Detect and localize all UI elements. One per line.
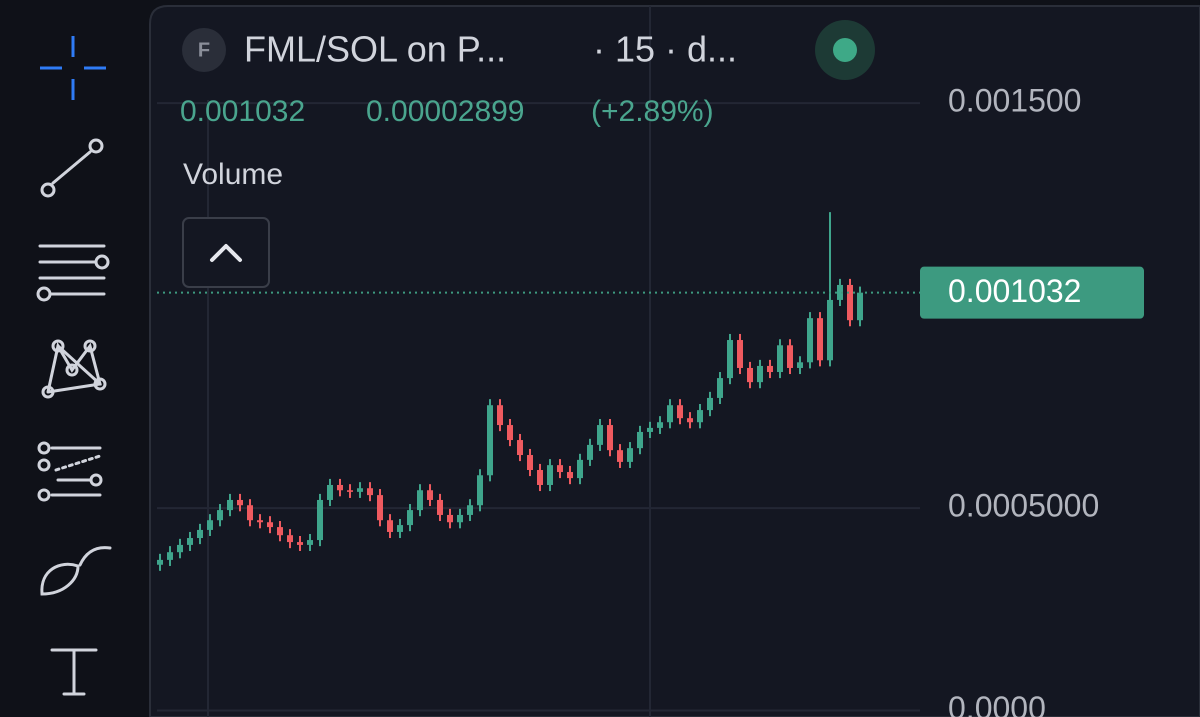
candle-body [357, 488, 363, 492]
symbol-icon-letter: F [198, 39, 210, 61]
candle-body [627, 448, 633, 462]
candle-body [757, 365, 763, 383]
interval-exchange: · 15 · d... [593, 29, 737, 70]
candle-body [217, 510, 223, 521]
forecast-tool[interactable] [37, 441, 103, 502]
fib-tool[interactable] [36, 244, 110, 302]
candle-body [287, 535, 293, 543]
candle-body [507, 425, 513, 441]
y-tick-label: 0.001500 [948, 83, 1081, 119]
candle-body [407, 510, 413, 526]
candle-body [317, 499, 323, 541]
candle-body [457, 514, 463, 523]
indicator-name[interactable]: Volume [183, 158, 283, 191]
brush-tool[interactable] [40, 546, 112, 596]
chevron-up [210, 244, 242, 262]
price-change-percent: (+2.89%) [591, 95, 714, 128]
candle-body [807, 318, 813, 363]
candle-body [557, 465, 563, 473]
candle-body [327, 484, 333, 500]
candle-body [817, 318, 823, 361]
candle-body [567, 472, 573, 479]
candle-body [637, 431, 643, 449]
candle-body [727, 340, 733, 379]
last-price-label: 0.001032 [948, 273, 1081, 309]
plot [157, 102, 920, 712]
candle-body [227, 499, 233, 511]
collapse-button[interactable] [182, 217, 270, 288]
candle-body [277, 527, 283, 536]
crosshair-tool[interactable] [40, 36, 106, 100]
candle-body [447, 514, 453, 523]
candle-body [667, 405, 673, 423]
candle-body [687, 418, 693, 423]
candle-body [767, 365, 773, 373]
candle-body [537, 470, 543, 485]
candle-body [677, 405, 683, 419]
candle-body [777, 345, 783, 373]
candle-body [487, 405, 493, 476]
candle-body [307, 540, 313, 545]
candle-body [737, 340, 743, 368]
candle-body [437, 499, 443, 515]
candle-body [847, 284, 853, 321]
candle-body [187, 538, 193, 545]
candle-body [367, 488, 373, 496]
y-tick-label: 0.0005000 [948, 488, 1099, 524]
candle-body [377, 495, 383, 521]
candle-body [527, 455, 533, 471]
toolbar [36, 36, 112, 696]
candle-body [257, 520, 263, 523]
candle-body [267, 522, 273, 528]
candle-body [387, 520, 393, 532]
candle-body [157, 559, 163, 565]
symbol-icon [182, 28, 226, 72]
candle-body [337, 484, 343, 491]
candle-body [477, 475, 483, 506]
candle-body [177, 544, 183, 553]
price-change: 0.00002899 [366, 95, 525, 128]
trend-line-tool[interactable] [40, 138, 104, 198]
candle-body [787, 345, 793, 368]
candle-body [207, 520, 213, 530]
candle-body [857, 292, 863, 321]
text-tool[interactable] [50, 648, 98, 696]
market-status-dot [833, 38, 857, 62]
candle-body [427, 490, 433, 500]
candle-body [497, 405, 503, 426]
candle-body [517, 440, 523, 456]
candle-body [197, 529, 203, 539]
candle-body [697, 410, 703, 423]
candle-body [577, 459, 583, 479]
candle-body [397, 525, 403, 532]
chart-panel [149, 5, 1200, 717]
candle-body [747, 367, 753, 383]
candle-body [617, 450, 623, 462]
candle-body [797, 362, 803, 368]
candle-body [547, 465, 553, 485]
candle-body [347, 490, 353, 492]
candle-body [657, 422, 663, 428]
candle-body [247, 505, 253, 521]
candle-body [717, 378, 723, 398]
candle-body [297, 542, 303, 545]
candle-body [467, 505, 473, 515]
candle-body [237, 499, 243, 506]
y-tick-label: 0.0000 [948, 690, 1046, 717]
last-price: 0.001032 [180, 95, 305, 128]
candle-body [647, 427, 653, 432]
candle-body [587, 444, 593, 460]
candle-body [417, 490, 423, 511]
candle-body [827, 299, 833, 361]
candle-body [167, 552, 173, 560]
last-price-badge [920, 266, 1144, 319]
candle-body [707, 397, 713, 411]
candle-body [837, 284, 843, 300]
candle-body [607, 425, 613, 451]
candle-body [597, 425, 603, 445]
symbol-name[interactable]: FML/SOL on P... [244, 29, 506, 70]
pattern-tool[interactable] [41, 339, 107, 399]
